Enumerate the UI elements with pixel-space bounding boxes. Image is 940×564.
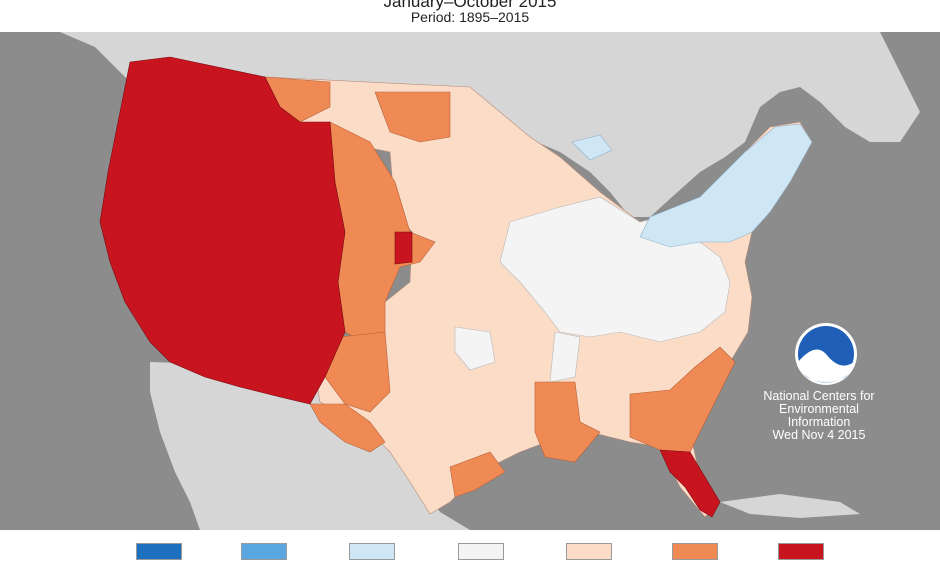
legend-swatch xyxy=(672,543,718,560)
us-below-normal-mi xyxy=(571,134,613,161)
mexico-landmass xyxy=(150,362,470,530)
us-above-ga-sc xyxy=(629,346,736,453)
credit-date: Wed Nov 4 2015 xyxy=(772,428,866,442)
noaa-logo-icon xyxy=(795,323,857,385)
us-much-above-west xyxy=(99,56,346,405)
legend-swatch xyxy=(136,543,182,560)
us-much-above-co-strip xyxy=(394,231,413,265)
credit-line-3: Information xyxy=(787,415,851,429)
us-below-normal xyxy=(639,123,813,248)
map-period: Period: 1895–2015 xyxy=(410,9,530,25)
us-above-la-ms xyxy=(534,381,601,463)
credit-line-1: National Centers for xyxy=(763,389,875,403)
credit-line-2: Environmental xyxy=(779,402,859,416)
credit-block: National Centers for Environmental Infor… xyxy=(754,390,884,442)
us-above-tx-west xyxy=(309,403,386,453)
cuba-landmass xyxy=(720,494,860,518)
legend-swatch xyxy=(458,543,504,560)
legend xyxy=(0,543,940,561)
us-near-normal-south xyxy=(454,326,496,371)
legend-swatch xyxy=(778,543,824,560)
us-above-tx-gulf xyxy=(449,451,506,498)
us-above-nd xyxy=(374,91,451,143)
legend-swatch xyxy=(349,543,395,560)
legend-swatch xyxy=(566,543,612,560)
temperature-map xyxy=(0,32,940,530)
map-title: January–October 2015 xyxy=(383,0,557,11)
baja-landmass xyxy=(155,362,215,512)
us-much-above-florida xyxy=(659,449,721,518)
legend-swatch xyxy=(241,543,287,560)
us-near-normal-ms xyxy=(549,331,581,383)
